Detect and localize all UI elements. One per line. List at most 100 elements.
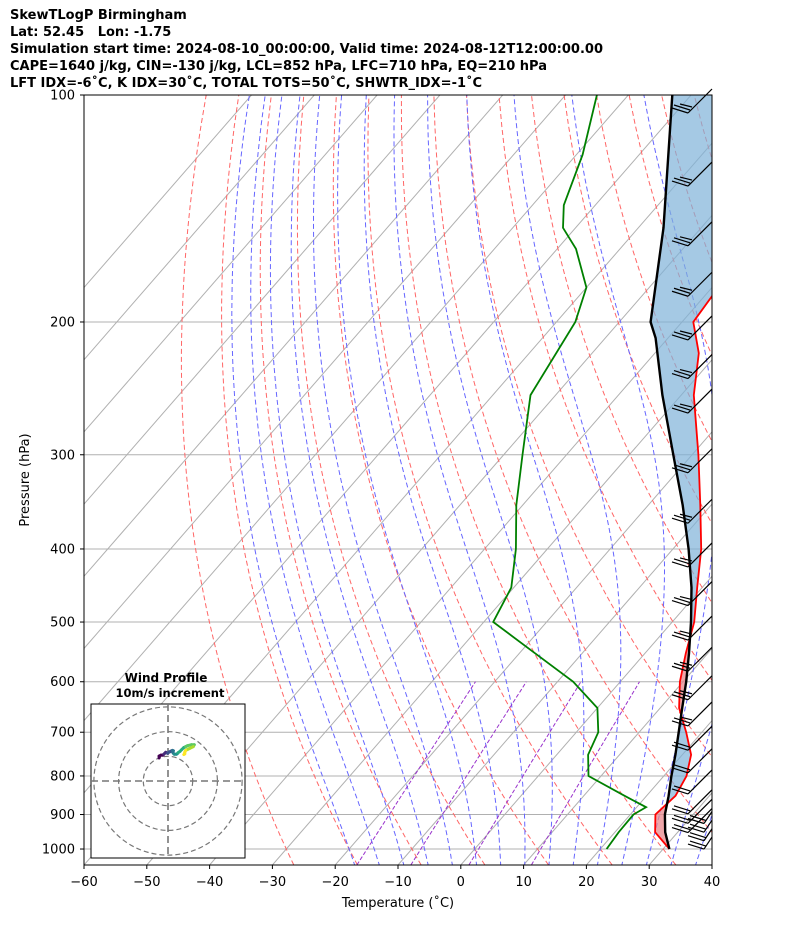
- isotherm--110: [84, 95, 441, 505]
- x-tick-label: −60: [70, 875, 97, 890]
- header-title: SkewTLogP Birmingham: [10, 8, 187, 23]
- x-tick-label: 0: [457, 875, 465, 890]
- moist-adiabat: [466, 95, 585, 865]
- x-tick-label: −10: [384, 875, 411, 890]
- wind-barb: [671, 542, 713, 568]
- y-tick-label: 800: [50, 769, 75, 784]
- x-tick-label: 30: [641, 875, 658, 890]
- wind-barb: [671, 221, 713, 247]
- x-tick-label: −50: [133, 875, 160, 890]
- moist-adiabat: [313, 95, 453, 865]
- isotherm--140: [84, 95, 252, 289]
- wind-barb: [671, 675, 713, 701]
- mixing-ratio-line: [410, 681, 527, 865]
- dry-adiabat: [727, 95, 794, 865]
- header-location: Lat: 52.45 Lon: -1.75: [10, 25, 172, 40]
- wind-barb: [671, 581, 713, 607]
- isotherm--40: [209, 286, 712, 865]
- hodograph-title: Wind Profile: [125, 671, 208, 685]
- dry-adiabat: [531, 95, 712, 604]
- isotherm--120: [84, 95, 378, 433]
- wind-barb: [687, 811, 713, 825]
- y-tick-label: 500: [50, 616, 75, 631]
- cin-area: [666, 715, 692, 805]
- wind-barb: [687, 836, 713, 850]
- hodograph-subtitle: 10m/s increment: [116, 686, 225, 700]
- isotherm--130: [84, 95, 315, 361]
- moist-adiabat: [643, 95, 712, 865]
- wind-barb: [671, 88, 713, 114]
- wind-barb: [671, 725, 713, 751]
- y-tick-label: 100: [50, 89, 75, 104]
- dry-adiabat: [367, 95, 613, 865]
- moist-adiabat: [427, 95, 553, 865]
- wind-barb: [687, 828, 713, 842]
- dry-adiabat: [180, 95, 295, 865]
- x-tick-label: −30: [259, 875, 286, 890]
- temperature-line: [654, 294, 712, 850]
- axis-ticks-layer: −60 −50 −40 −30 −20 −10 0 10 20 30 40 1000 900 800 700…: [42, 89, 720, 891]
- moist-adiabat: [720, 95, 794, 867]
- wind-barb: [671, 701, 713, 727]
- isotherm--90: [84, 95, 566, 650]
- cape-area: [679, 638, 690, 716]
- wind-barbs-layer: [671, 88, 713, 850]
- isotherm--100: [84, 95, 504, 578]
- wind-barb: [671, 615, 713, 641]
- isotherm--80: [84, 95, 629, 722]
- x-tick-label: 20: [578, 875, 595, 890]
- moist-adiabat: [250, 95, 380, 865]
- y-tick-label: 700: [50, 726, 75, 741]
- dry-adiabat: [466, 95, 712, 758]
- wind-barb: [671, 798, 713, 824]
- header-times: Simulation start time: 2024-08-10_00:00:…: [10, 42, 603, 57]
- wind-barb: [671, 354, 713, 380]
- isotherm-10: [523, 647, 712, 865]
- wind-barb: [671, 789, 713, 815]
- wind-barb: [671, 748, 713, 774]
- wind-barb: [671, 808, 713, 834]
- dry-adiabat: [498, 95, 712, 682]
- wind-barb: [671, 769, 713, 795]
- mixing-ratio-line: [468, 681, 582, 865]
- grid-layer: [84, 95, 794, 867]
- dry-adiabat: [296, 95, 486, 865]
- isotherm-40: [711, 864, 712, 865]
- dry-adiabat: [759, 95, 794, 865]
- dry-adiabat: [259, 95, 422, 865]
- wind-barb: [687, 819, 713, 833]
- isotherm-0: [460, 575, 712, 865]
- dry-adiabat: [563, 95, 712, 525]
- x-tick-label: 10: [515, 875, 532, 890]
- mixing-ratio-line: [356, 681, 476, 865]
- wind-barb: [671, 161, 713, 187]
- wind-barb: [671, 448, 713, 474]
- cin-area: [650, 95, 712, 639]
- hodograph-plot: [91, 704, 245, 858]
- moist-adiabat: [290, 95, 429, 865]
- x-tick-label: −20: [321, 875, 348, 890]
- moist-adiabat: [363, 95, 502, 865]
- y-tick-label: 600: [50, 675, 75, 690]
- chart-header: SkewTLogP Birmingham Lat: 52.45 Lon: -1.…: [10, 7, 603, 92]
- isotherm--10: [397, 503, 712, 865]
- dry-adiabat: [221, 95, 358, 865]
- x-axis-label: Temperature (˚C): [341, 895, 454, 911]
- y-tick-label: 1000: [42, 843, 75, 858]
- moist-adiabat: [571, 95, 665, 865]
- moist-adiabat: [393, 95, 526, 865]
- moist-adiabat: [231, 95, 356, 865]
- dewpoint-line: [492, 95, 648, 850]
- x-tick-label: 40: [704, 875, 721, 890]
- hodograph-inset: [90, 703, 246, 859]
- header-indices-2: LFT IDX=-6˚C, K IDX=30˚C, TOTAL TOTS=50˚…: [10, 76, 483, 91]
- x-tick-label: −40: [196, 875, 223, 890]
- wind-barb: [671, 388, 713, 414]
- moist-adiabat: [337, 95, 478, 865]
- cape-cin-fill-layer: [650, 95, 712, 849]
- wind-barb: [671, 498, 713, 524]
- dry-adiabat: [400, 95, 677, 865]
- moist-adiabat: [269, 95, 405, 865]
- y-tick-label: 300: [50, 448, 75, 463]
